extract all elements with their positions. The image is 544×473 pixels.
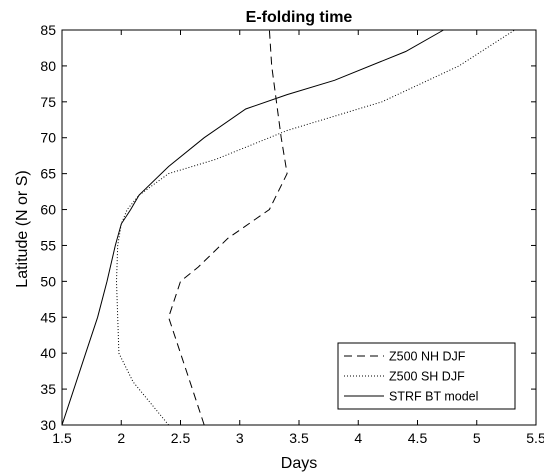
x-tick-label: 1.5 — [52, 430, 72, 446]
x-tick-label: 4 — [354, 430, 362, 446]
y-tick-label: 55 — [40, 237, 56, 253]
x-tick-label: 4.5 — [408, 430, 428, 446]
x-tick-label: 5 — [473, 430, 481, 446]
legend-box — [337, 342, 516, 410]
y-tick-label: 50 — [40, 273, 56, 289]
series-line-1 — [168, 29, 288, 426]
x-tick-label: 2.5 — [171, 430, 191, 446]
y-tick-label: 35 — [40, 381, 56, 397]
series-layer — [61, 29, 515, 426]
y-tick-label: 65 — [40, 166, 56, 182]
x-tick-label: 5.5 — [526, 430, 544, 446]
legend-label-3: STRF BT model — [389, 390, 478, 404]
legend-label-2: Z500 SH DJF — [389, 370, 465, 384]
legend-entries: Z500 NH DJF Z500 SH DJF STRF BT model — [344, 350, 478, 404]
y-tick-label: 60 — [40, 202, 56, 218]
x-axis-title: Days — [281, 455, 317, 472]
legend-label-1: Z500 NH DJF — [389, 350, 466, 364]
x-tick-label: 3 — [236, 430, 244, 446]
y-tick-label: 30 — [40, 417, 56, 433]
y-tick-label: 80 — [40, 58, 56, 74]
legend: Z500 NH DJF Z500 SH DJF STRF BT model — [337, 342, 516, 410]
series-line-3 — [61, 29, 444, 426]
series-line-2 — [115, 29, 515, 426]
y-axis: 30 35 40 45 50 55 60 65 70 75 80 85 — [40, 22, 536, 433]
chart-title: E-folding time — [246, 9, 353, 26]
y-tick-label: 85 — [40, 22, 56, 38]
x-tick-label: 2 — [117, 430, 125, 446]
x-axis: 1.5 2 2.5 3 3.5 4 4.5 5 5.5 — [52, 30, 544, 446]
x-tick-label: 3.5 — [289, 430, 309, 446]
y-tick-label: 45 — [40, 309, 56, 325]
y-axis-title: Latitude (N or S) — [14, 170, 31, 287]
y-tick-label: 75 — [40, 94, 56, 110]
y-tick-label: 70 — [40, 130, 56, 146]
y-tick-label: 40 — [40, 345, 56, 361]
